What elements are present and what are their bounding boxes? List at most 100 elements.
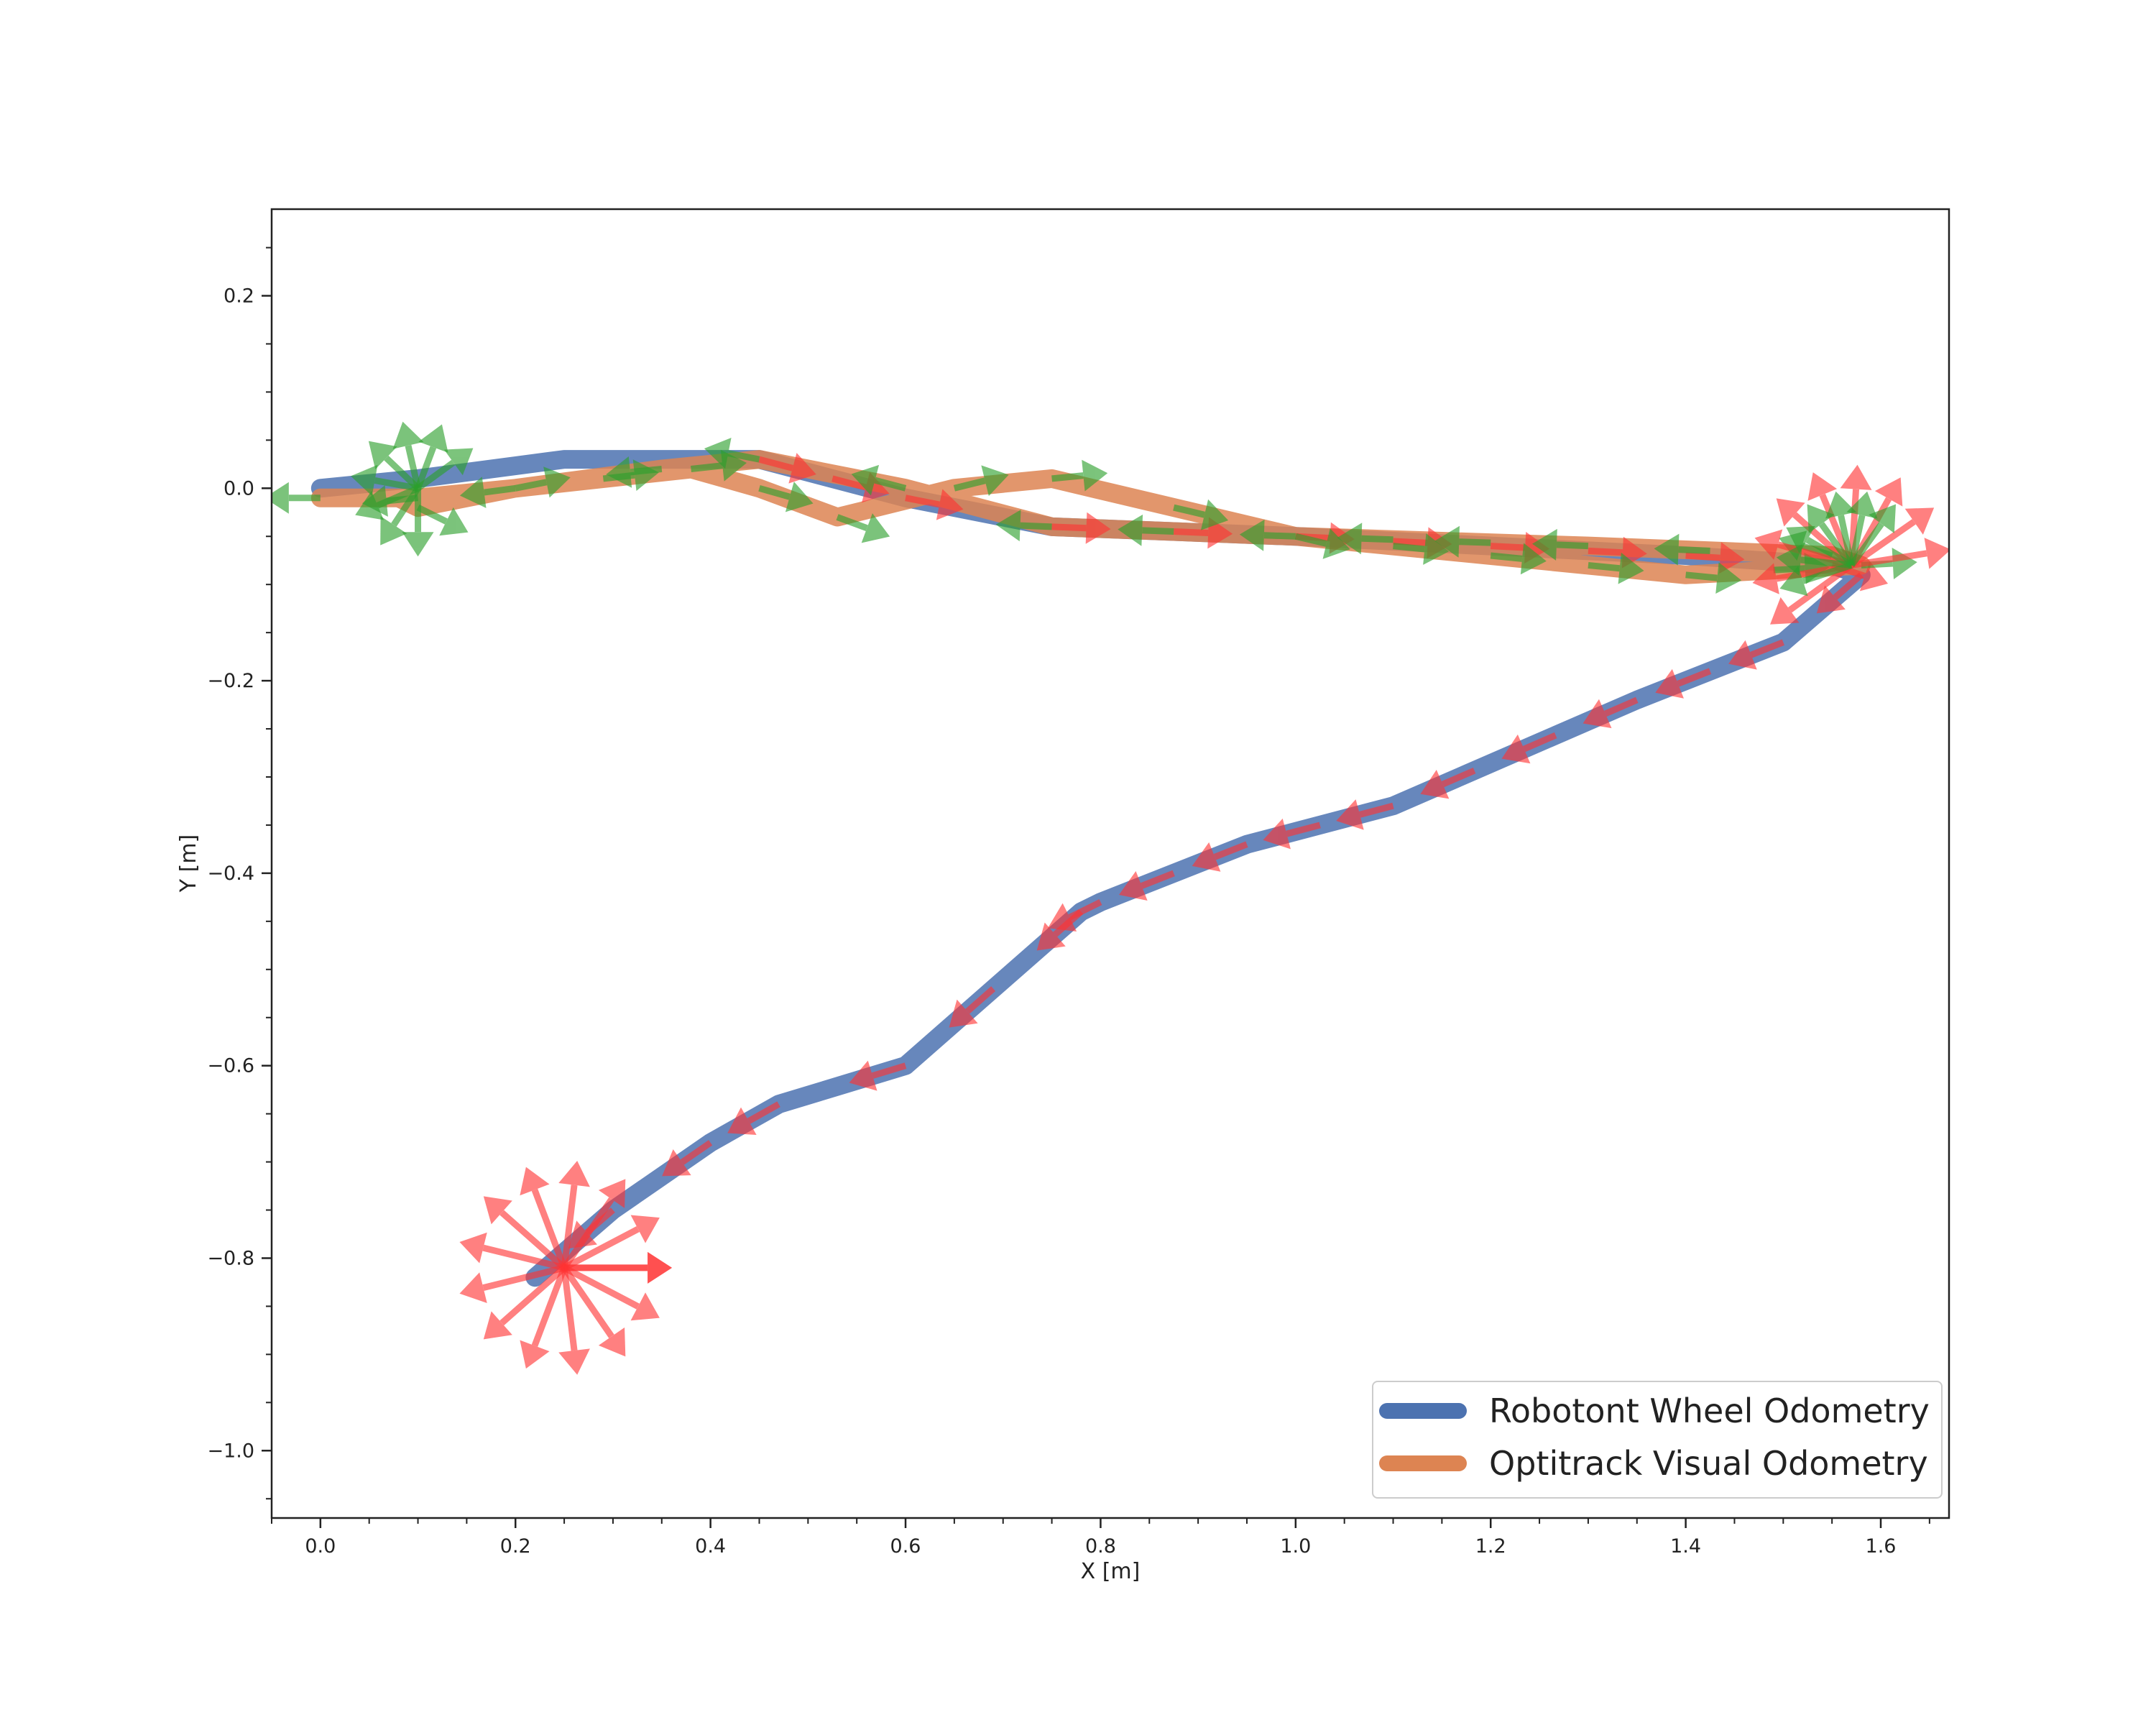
- pose-arrow: [520, 1266, 568, 1369]
- pose-arrow: [483, 1265, 567, 1340]
- pose-arrow: [1779, 562, 1853, 597]
- pose-arrow: [558, 1267, 590, 1375]
- pose-arrow: [380, 486, 421, 546]
- pose-arrow: [995, 510, 1052, 542]
- y-tick-label: 0.0: [224, 477, 254, 500]
- y-tick-label: −1.0: [207, 1440, 254, 1462]
- pose-arrow: [1807, 504, 1854, 568]
- x-tick-label: 0.2: [500, 1535, 531, 1558]
- legend-label-series-1: Optitrack Visual Odometry: [1489, 1444, 1928, 1483]
- x-tick-label: 0.6: [890, 1535, 921, 1558]
- x-tick-label: 1.0: [1280, 1535, 1311, 1558]
- x-tick-label: 1.4: [1670, 1535, 1701, 1558]
- pose-arrow: [402, 488, 434, 557]
- pose-arrow: [1490, 543, 1547, 575]
- y-tick-label: −0.6: [207, 1055, 254, 1077]
- pose-arrow: [1263, 818, 1321, 850]
- pose-arrow: [1849, 507, 1935, 569]
- pose-arrow: [1655, 668, 1712, 699]
- y-axis: 0.2 0.0 −0.2 −0.4 −0.6 −0.8 −1.0: [207, 247, 272, 1500]
- pose-arrow: [1685, 542, 1745, 574]
- pose-arrow: [564, 1251, 673, 1284]
- pose-arrow: [459, 477, 516, 508]
- y-tick-label: −0.2: [207, 670, 254, 692]
- pose-arrow: [459, 1264, 566, 1303]
- y-axis-label: Y [m]: [176, 834, 201, 893]
- pose-arrow: [691, 449, 747, 482]
- pose-arrow: [1118, 870, 1175, 901]
- pose-arrow: [1294, 528, 1350, 559]
- pose-arrow: [561, 1266, 626, 1357]
- pose-arrow: [459, 1232, 566, 1271]
- pose-arrow: [1848, 504, 1897, 568]
- x-tick-label: 0.8: [1085, 1535, 1116, 1558]
- pose-arrow: [1118, 514, 1174, 546]
- pose-arrow: [520, 1167, 568, 1269]
- pose-arrow: [368, 441, 420, 491]
- pose-arrow: [905, 489, 964, 520]
- x-tick-label: 1.6: [1866, 1535, 1897, 1558]
- pose-arrow: [483, 1196, 567, 1271]
- pose-arrow: [415, 448, 474, 491]
- pose-arrow: [351, 464, 419, 497]
- pose-arrow: [563, 1264, 660, 1321]
- plot-frame: [270, 208, 1950, 1519]
- legend-label-series-0: Robotont Wheel Odometry: [1489, 1392, 1930, 1430]
- y-tick-label: 0.2: [224, 285, 254, 308]
- pose-arrow: [836, 513, 890, 543]
- pose-arrow: [1786, 525, 1853, 569]
- pose-arrow: [1337, 523, 1393, 555]
- pose-arrow: [561, 1179, 626, 1270]
- pose-arrow: [953, 465, 1009, 497]
- pose-arrow: [662, 1140, 713, 1177]
- pose-arrow: [1851, 538, 1949, 569]
- pose-arrow: [1434, 525, 1491, 558]
- pose-arrow: [1051, 459, 1108, 492]
- y-tick-label: −0.4: [207, 862, 254, 885]
- pose-arrow: [563, 1215, 660, 1271]
- pose-arrow: [758, 453, 816, 484]
- pose-arrow: [1192, 841, 1248, 872]
- legend: Robotont Wheel Odometry Optitrack Visual…: [1372, 1381, 1943, 1499]
- pose-arrow: [1654, 533, 1710, 566]
- pose-arrow: [1173, 499, 1229, 530]
- pose-arrow: [1393, 533, 1450, 565]
- legend-box: [1372, 1381, 1943, 1499]
- pose-arrow: [415, 424, 448, 489]
- pose-arrow: [1825, 491, 1857, 566]
- x-tick-label: 0.4: [695, 1535, 726, 1558]
- pose-arrow: [355, 485, 420, 520]
- x-axis-label: X [m]: [1081, 1559, 1141, 1584]
- pose-arrow: [392, 421, 424, 489]
- y-tick-label: −0.8: [207, 1247, 254, 1269]
- pose-arrow: [758, 482, 814, 512]
- pose-arrow: [1776, 544, 1852, 576]
- pose-arrow: [1588, 552, 1644, 584]
- plot-area: [272, 421, 1949, 1375]
- x-axis: 0.0 0.2 0.4 0.6 0.8 1.0 1.2 1.4 1.6: [271, 1518, 1930, 1558]
- pose-arrow: [515, 466, 571, 498]
- pose-arrow: [849, 1060, 907, 1091]
- pose-arrow: [949, 986, 996, 1028]
- pose-arrow: [1036, 909, 1084, 951]
- pose-arrow: [1531, 528, 1589, 561]
- pose-arrow-layer: [272, 421, 1949, 1375]
- pose-arrow: [1583, 696, 1639, 729]
- pose-arrow: [1728, 639, 1784, 670]
- pose-arrow: [851, 464, 907, 496]
- pose-arrow: [272, 482, 321, 514]
- pose-arrow: [1685, 562, 1742, 594]
- pose-arrow: [1239, 519, 1296, 551]
- pose-arrow: [1501, 732, 1557, 764]
- pose-arrow: [1770, 562, 1853, 625]
- pose-arrow: [1420, 767, 1476, 799]
- pose-arrow: [1051, 512, 1111, 544]
- pose-arrow: [558, 1160, 590, 1269]
- pose-arrow: [416, 505, 469, 536]
- pose-arrow: [1816, 572, 1864, 614]
- x-tick-label: 0.0: [305, 1535, 336, 1558]
- pose-arrow: [727, 1101, 780, 1135]
- pose-arrow: [1336, 799, 1394, 830]
- pose-arrow: [602, 459, 659, 491]
